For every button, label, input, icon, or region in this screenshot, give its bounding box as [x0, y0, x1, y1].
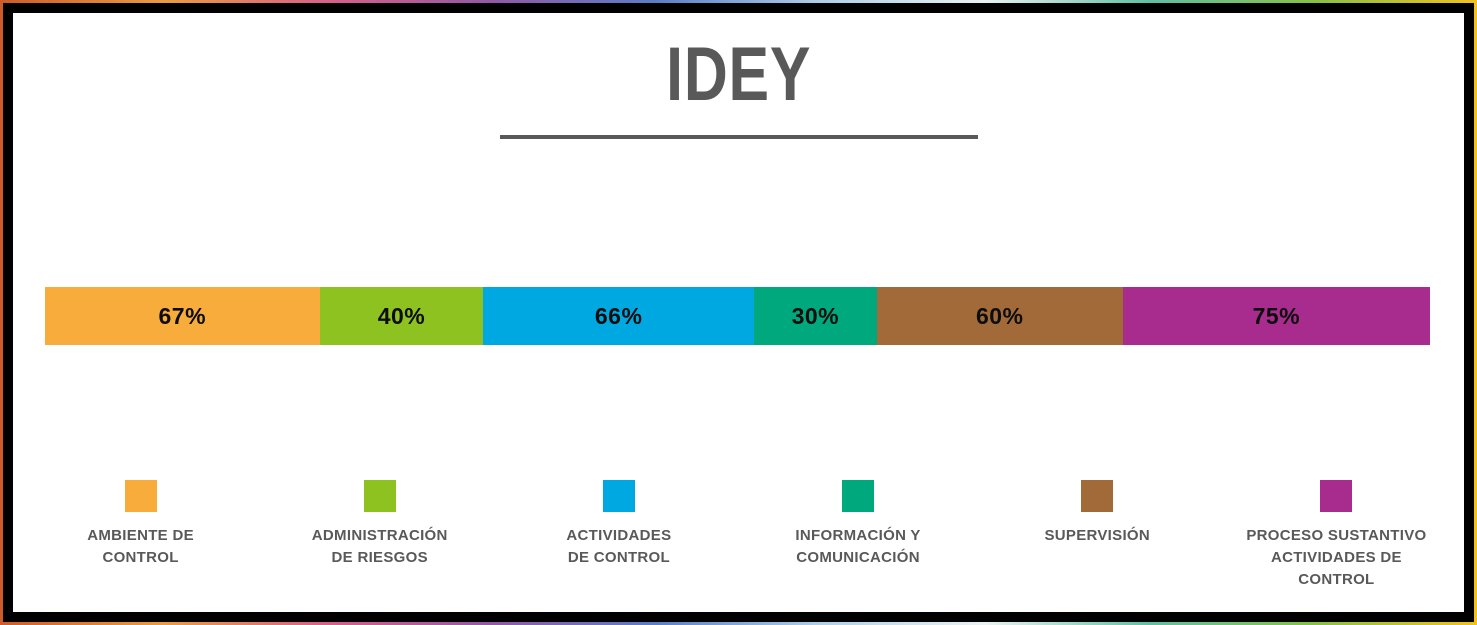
segment-value-label: 66%: [594, 302, 643, 329]
legend-item-6: PROCESO SUSTANTIVO ACTIVIDADES DE CONTRO…: [1217, 480, 1456, 590]
legend-swatch: [1081, 480, 1114, 512]
black-frame: IDEY 67% 40% 66% 30% 60% 75% AMBIENTE DE CONT…: [3, 3, 1474, 622]
legend-label: ADMINISTRACIÓN DE RIESGOS: [311, 527, 448, 566]
legend-label: PROCESO SUSTANTIVO ACTIVIDADES DE CONTRO…: [1246, 527, 1427, 588]
segment-value-label: 67%: [158, 302, 207, 329]
legend-item-5: SUPERVISIÓN: [978, 480, 1217, 590]
bar-segment-4: 30%: [753, 287, 877, 345]
bar-segment-2: 40%: [319, 287, 484, 345]
stacked-bar: 67% 40% 66% 30% 60% 75%: [45, 287, 1430, 345]
legend-swatch: [842, 480, 875, 512]
bar-segment-6: 75%: [1122, 287, 1430, 345]
legend-label: ACTIVIDADES DE CONTROL: [566, 527, 672, 566]
bar-segment-5: 60%: [876, 287, 1123, 345]
legend-swatch: [1320, 480, 1353, 512]
legend-label: INFORMACIÓN Y COMUNICACIÓN: [795, 527, 921, 566]
legend-item-1: AMBIENTE DE CONTROL: [21, 480, 260, 590]
legend-item-2: ADMINISTRACIÓN DE RIESGOS: [260, 480, 499, 590]
legend-item-4: INFORMACIÓN Y COMUNICACIÓN: [739, 480, 978, 590]
chart-title: IDEY: [13, 31, 1464, 118]
legend-swatch: [602, 480, 635, 512]
bar-segment-1: 67%: [45, 287, 320, 345]
segment-value-label: 30%: [791, 302, 840, 329]
title-underline: [499, 135, 978, 139]
legend-item-3: ACTIVIDADES DE CONTROL: [499, 480, 738, 590]
legend-swatch: [363, 480, 396, 512]
legend-swatch: [124, 480, 157, 512]
legend-label: SUPERVISIÓN: [1044, 527, 1151, 544]
bar-segment-3: 66%: [483, 287, 754, 345]
legend: AMBIENTE DE CONTROL ADMINISTRACIÓN DE RIE…: [21, 480, 1456, 590]
chart-title-text: IDEY: [665, 32, 812, 117]
segment-value-label: 40%: [377, 302, 426, 329]
segment-value-label: 60%: [975, 302, 1024, 329]
segment-value-label: 75%: [1252, 302, 1301, 329]
chart-canvas: IDEY 67% 40% 66% 30% 60% 75% AMBIENTE DE CONT…: [13, 13, 1464, 612]
legend-label: AMBIENTE DE CONTROL: [87, 527, 194, 566]
